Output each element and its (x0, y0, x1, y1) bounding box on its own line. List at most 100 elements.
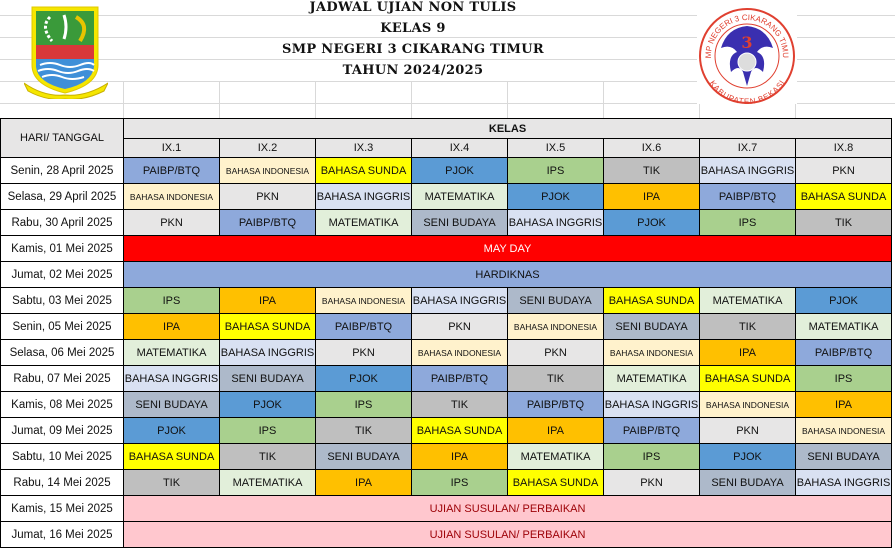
subject-cell: PAIBP/BTQ (699, 183, 796, 210)
gridline (123, 81, 124, 118)
subject-cell: IPA (123, 313, 220, 340)
subject-cell: SENI BUDAYA (411, 209, 508, 236)
table-row: Sabtu, 10 Mei 2025 BAHASA SUNDA TIK SENI BU… (0, 443, 893, 470)
table-row: Rabu, 30 April 2025 PKN PAIBP/BTQ MATEMATIK… (0, 209, 893, 236)
subject-cell: IPS (123, 287, 220, 314)
subject-cell: PKN (794, 157, 893, 184)
table-row: Jumat, 09 Mei 2025 PJOK IPS TIK BAHASA SUNDA… (0, 417, 893, 444)
subject-cell: SENI BUDAYA (219, 365, 316, 392)
day-date-cell: Senin, 05 Mei 2025 (0, 313, 124, 340)
svg-text:3: 3 (741, 33, 752, 52)
subject-cell: MATEMATIKA (411, 183, 508, 210)
kabupaten-bekasi-logo (23, 5, 110, 100)
subject-cell: PAIBP/BTQ (603, 417, 700, 444)
subject-cell: BAHASA INDONESIA (794, 417, 893, 444)
class-header-ix-1: IX.1 (123, 138, 220, 158)
subject-cell: IPA (699, 339, 796, 366)
subject-cell: SENI BUDAYA (603, 313, 700, 340)
event-cell: HARDIKNAS (122, 261, 893, 288)
subject-cell: MATEMATIKA (219, 469, 316, 496)
class-header-ix-8: IX.8 (794, 138, 893, 158)
subject-cell: PAIBP/BTQ (219, 209, 316, 236)
subject-cell: PAIBP/BTQ (411, 365, 508, 392)
day-date-cell: Rabu, 30 April 2025 (0, 209, 124, 236)
subject-cell: BAHASA INGGRIS (507, 209, 604, 236)
event-cell: MAY DAY (122, 235, 893, 262)
subject-cell: BAHASA INGGRIS (123, 365, 220, 392)
table-row: Selasa, 29 April 2025 BAHASA INDONESIA PKN… (0, 183, 893, 210)
subject-cell: BAHASA INDONESIA (123, 183, 220, 210)
day-date-cell: Selasa, 06 Mei 2025 (0, 339, 124, 366)
table-row: Sabtu, 03 Mei 2025 IPS IPA BAHASA INDONESIA… (0, 287, 893, 314)
title-line-3: SMP NEGERI 3 CIKARANG TIMUR (282, 42, 544, 57)
subject-cell: BAHASA SUNDA (603, 287, 700, 314)
subject-cell: PAIBP/BTQ (123, 157, 220, 184)
subject-cell: PKN (123, 209, 220, 236)
subject-cell: IPS (507, 157, 604, 184)
subject-cell: BAHASA SUNDA (794, 183, 893, 210)
subject-cell: BAHASA INDONESIA (507, 313, 604, 340)
subject-cell: BAHASA SUNDA (219, 313, 316, 340)
subject-cell: BAHASA INGGRIS (315, 183, 412, 210)
day-date-cell: Rabu, 07 Mei 2025 (0, 365, 124, 392)
table-row: Kamis, 01 Mei 2025 MAY DAY (0, 235, 893, 262)
subject-cell: BAHASA SUNDA (507, 469, 604, 496)
subject-cell: BAHASA INGGRIS (794, 469, 893, 496)
subject-cell: TIK (603, 157, 700, 184)
subject-cell: IPS (411, 469, 508, 496)
table-row: Rabu, 07 Mei 2025 BAHASA INGGRIS SENI BUDA… (0, 365, 893, 392)
subject-cell: PJOK (411, 157, 508, 184)
table-row: Kamis, 15 Mei 2025 UJIAN SUSULAN/ PERBAIK… (0, 495, 893, 522)
title-line-2: KELAS 9 (380, 21, 446, 36)
subject-cell: MATEMATIKA (315, 209, 412, 236)
subject-cell: PJOK (699, 443, 796, 470)
day-date-cell: Jumat, 16 Mei 2025 (0, 521, 124, 548)
subject-cell: PKN (219, 183, 316, 210)
day-date-cell: Kamis, 01 Mei 2025 (0, 235, 124, 262)
day-date-header: HARI/ TANGGAL (0, 118, 124, 158)
day-date-cell: Kamis, 08 Mei 2025 (0, 391, 124, 418)
title-line-4: TAHUN 2024/2025 (342, 63, 484, 78)
gridline (315, 81, 316, 118)
subject-cell: BAHASA INDONESIA (219, 157, 316, 184)
subject-cell: PAIBP/BTQ (507, 391, 604, 418)
subject-cell: TIK (699, 313, 796, 340)
day-date-cell: Kamis, 15 Mei 2025 (0, 495, 124, 522)
table-row: Jumat, 16 Mei 2025 UJIAN SUSULAN/ PERBAIK… (0, 521, 893, 548)
subject-cell: IPA (315, 469, 412, 496)
subject-cell: MATEMATIKA (507, 443, 604, 470)
table-row: Rabu, 14 Mei 2025 TIK MATEMATIKA IPA IPS BAHA… (0, 469, 893, 496)
subject-cell: BAHASA INDONESIA (603, 339, 700, 366)
subject-cell: IPS (699, 209, 796, 236)
subject-cell: MATEMATIKA (794, 313, 893, 340)
subject-cell: TIK (411, 391, 508, 418)
gridline (219, 81, 220, 118)
subject-cell: BAHASA INDONESIA (699, 391, 796, 418)
subject-cell: SENI BUDAYA (507, 287, 604, 314)
subject-cell: TIK (123, 469, 220, 496)
subject-cell: MATEMATIKA (603, 365, 700, 392)
subject-cell: BAHASA INGGRIS (219, 339, 316, 366)
subject-cell: SENI BUDAYA (123, 391, 220, 418)
subject-cell: BAHASA SUNDA (699, 365, 796, 392)
subject-cell: BAHASA INGGRIS (603, 391, 700, 418)
subject-cell: IPA (411, 443, 508, 470)
gridline (603, 81, 604, 118)
day-date-cell: Jumat, 02 Mei 2025 (0, 261, 124, 288)
subject-cell: BAHASA INDONESIA (411, 339, 508, 366)
subject-cell: BAHASA SUNDA (123, 443, 220, 470)
subject-cell: SENI BUDAYA (699, 469, 796, 496)
class-group-header: KELAS (122, 118, 893, 139)
class-header-ix-6: IX.6 (603, 138, 700, 158)
subject-cell: IPS (219, 417, 316, 444)
subject-cell: IPS (794, 365, 893, 392)
subject-cell: PAIBP/BTQ (315, 313, 412, 340)
exam-schedule-table: HARI/ TANGGAL KELAS IX.1 IX.2 IX.3 IX.4 IX.5… (0, 118, 893, 548)
table-row: Senin, 28 April 2025 PAIBP/BTQ BAHASA INDO… (0, 157, 893, 184)
subject-cell: TIK (794, 209, 893, 236)
subject-cell: PJOK (219, 391, 316, 418)
subject-cell: IPA (603, 183, 700, 210)
subject-cell: MATEMATIKA (123, 339, 220, 366)
subject-cell: BAHASA INDONESIA (315, 287, 412, 314)
subject-cell: IPS (315, 391, 412, 418)
